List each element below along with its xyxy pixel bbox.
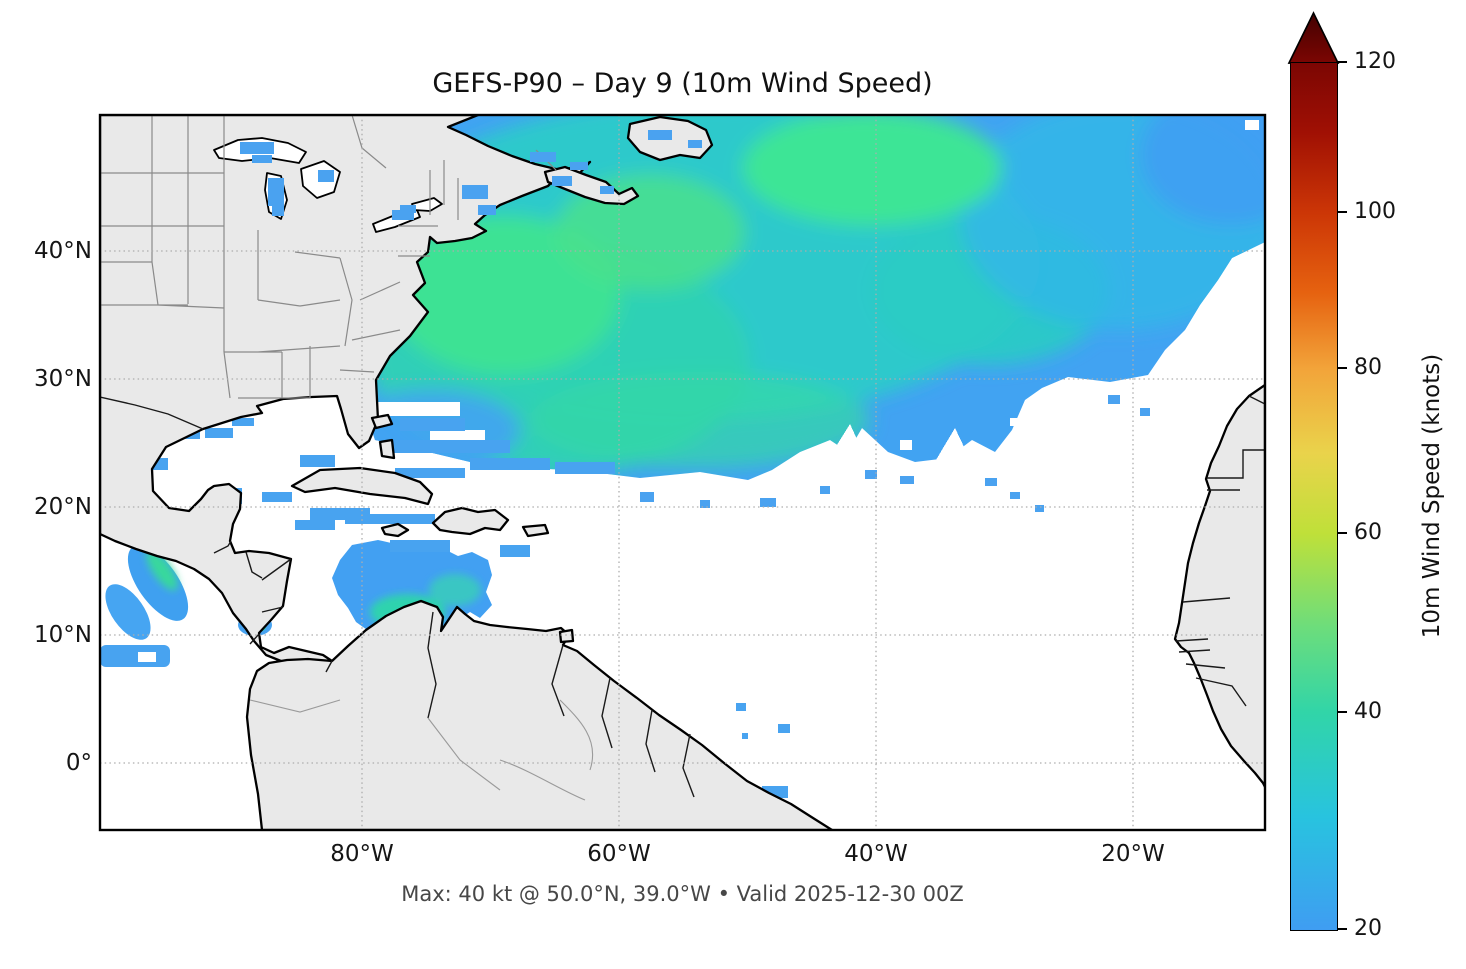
x-tick-40w: 40°W	[844, 841, 908, 867]
gridlines	[100, 115, 1265, 830]
plot-frame	[98, 113, 1267, 832]
landmasses	[100, 115, 1265, 830]
island-hispaniola	[431, 506, 510, 536]
y-tick-40n: 40°N	[34, 238, 92, 264]
page-title: GEFS-P90 – Day 9 (10m Wind Speed)	[432, 68, 933, 99]
y-tick-30n: 30°N	[34, 366, 92, 392]
wind-edge-pixels	[365, 120, 1259, 512]
colorbar-tick-120	[1338, 61, 1347, 63]
figure-caption: Max: 40 kt @ 50.0°N, 39.0°W • Valid 2025…	[401, 882, 964, 906]
colorbar-label-120: 120	[1354, 49, 1396, 74]
island-bahamas-1	[370, 413, 394, 430]
wind-patches-overland	[240, 130, 702, 220]
x-tick-20w: 20°W	[1101, 841, 1165, 867]
colorbar-label-20: 20	[1354, 916, 1382, 941]
colorbar-axis-label: 10m Wind Speed (knots)	[1419, 353, 1445, 639]
colorbar-gradient	[1290, 62, 1338, 931]
y-tick-0: 0°	[65, 750, 92, 776]
colorbar-tick-80	[1338, 367, 1347, 369]
wind-field-atlantic	[340, 115, 1265, 480]
land-africa	[1173, 383, 1265, 789]
x-tick-80w: 80°W	[330, 841, 394, 867]
y-tick-20n: 20°N	[34, 494, 92, 520]
wind-field-pacific	[100, 545, 272, 667]
colorbar-label-80: 80	[1354, 355, 1382, 380]
plot-content	[100, 115, 1265, 830]
island-bahamas-2	[378, 438, 396, 460]
island-newfoundland	[626, 115, 714, 162]
land-south-america	[245, 599, 834, 830]
land-north-america	[100, 115, 592, 669]
island-jamaica	[380, 522, 410, 538]
wind-field-caribbean	[332, 540, 492, 635]
x-tick-60w: 60°W	[587, 841, 651, 867]
wind-patches	[128, 418, 790, 798]
state-borders	[100, 115, 557, 399]
island-cuba	[290, 466, 434, 506]
colorbar-label-60: 60	[1354, 520, 1382, 545]
colorbar-label-100: 100	[1354, 199, 1396, 224]
great-lakes	[213, 137, 443, 233]
y-tick-10n: 10°N	[34, 622, 92, 648]
colorbar-tick-100	[1338, 211, 1347, 213]
country-borders	[100, 395, 1265, 798]
minor-borders	[249, 699, 594, 801]
colorbar-tick-20	[1338, 928, 1347, 930]
plot-background	[100, 115, 1265, 830]
colorbar-arrow	[1287, 11, 1340, 64]
colorbar-tick-40	[1338, 711, 1347, 713]
island-trinidad	[558, 628, 575, 644]
colorbar-tick-60	[1338, 532, 1347, 534]
colorbar-label-40: 40	[1354, 699, 1382, 724]
island-puerto-rico	[521, 523, 550, 538]
island-nova-scotia	[543, 165, 640, 206]
